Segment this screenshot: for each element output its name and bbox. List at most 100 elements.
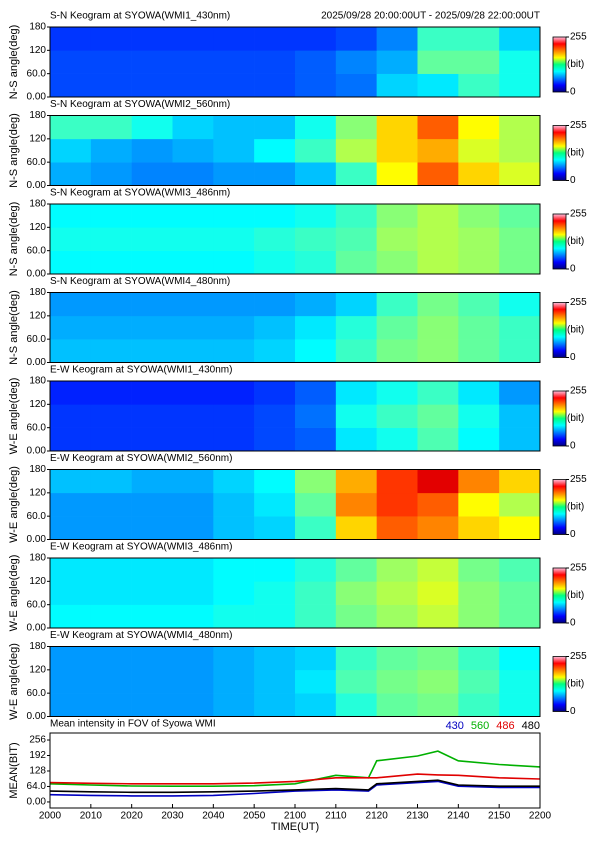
heatmap-cell bbox=[335, 427, 377, 452]
heatmap-cell bbox=[213, 469, 255, 494]
heatmap-cell bbox=[335, 669, 377, 694]
heatmap-cell bbox=[131, 73, 173, 98]
heatmap-cell bbox=[90, 604, 132, 629]
x-tick-label: 2140 bbox=[447, 811, 470, 822]
heatmap-cell bbox=[499, 427, 541, 452]
heatmap-cell bbox=[172, 27, 214, 51]
heatmap-cell bbox=[335, 73, 377, 98]
colorbar-tick-label: 0 bbox=[570, 529, 576, 540]
heatmap-cell bbox=[295, 427, 337, 452]
colorbar-label: (bit) bbox=[567, 59, 584, 70]
heatmap-cell bbox=[213, 339, 255, 363]
heatmap-cell bbox=[172, 162, 214, 186]
heatmap-cell bbox=[458, 162, 500, 186]
panel-frame bbox=[49, 557, 541, 629]
x-tick-label: 2000 bbox=[39, 811, 62, 822]
y-tick-label: 180 bbox=[29, 199, 46, 210]
heatmap-cell bbox=[458, 50, 500, 74]
heatmap-cell bbox=[254, 162, 296, 186]
colorbar-tick-label: 255 bbox=[570, 651, 587, 662]
heatmap-cell bbox=[335, 646, 377, 671]
y-tick-label: 60.0 bbox=[27, 157, 47, 168]
heatmap-cell bbox=[90, 27, 132, 51]
heatmap-cell bbox=[376, 315, 418, 340]
heatmap-cell bbox=[417, 469, 459, 494]
heatmap-cell bbox=[254, 381, 296, 405]
y-tick-label: 60.0 bbox=[27, 334, 47, 345]
chart-title: Mean intensity in FOV of Syowa WMI bbox=[50, 719, 216, 730]
heatmap-cell bbox=[499, 27, 541, 51]
heatmap-cell bbox=[90, 404, 132, 428]
heatmap-cell bbox=[458, 469, 500, 494]
heatmap-cell bbox=[254, 427, 296, 452]
heatmap-cell bbox=[335, 381, 377, 405]
y-tick-label: 120 bbox=[29, 576, 46, 587]
y-tick-label: 0.00 bbox=[27, 711, 47, 722]
heatmap-cell bbox=[335, 604, 377, 629]
heatmap-cell bbox=[50, 669, 92, 694]
heatmap-cell bbox=[417, 693, 459, 717]
colorbar bbox=[552, 302, 567, 358]
heatmap-cell bbox=[254, 492, 296, 517]
colorbar-tick-label: 0 bbox=[570, 441, 576, 452]
y-tick-label: 0.00 bbox=[27, 797, 47, 808]
panel-title: E-W Keogram at SYOWA(WMI2_560nm) bbox=[50, 453, 232, 464]
y-tick-label: 0.00 bbox=[27, 623, 47, 634]
y-tick-label: 120 bbox=[29, 399, 46, 410]
heatmap-cell bbox=[376, 646, 418, 671]
panel-frame bbox=[49, 380, 541, 452]
heatmap-cell bbox=[172, 339, 214, 363]
y-tick-label: 120 bbox=[29, 664, 46, 675]
legend-entry: 480 bbox=[522, 720, 540, 732]
heatmap-cell bbox=[50, 604, 92, 629]
heatmap-cell bbox=[213, 558, 255, 582]
y-axis-label: MEAN(BIT) bbox=[8, 742, 20, 798]
colorbar-tick-label: 0 bbox=[570, 352, 576, 363]
heatmap-cell bbox=[213, 138, 255, 163]
x-tick-label: 2030 bbox=[161, 811, 184, 822]
heatmap-cell bbox=[172, 115, 214, 140]
heatmap-cell bbox=[131, 693, 173, 717]
heatmap-cell bbox=[458, 492, 500, 517]
heatmap-cell bbox=[254, 693, 296, 717]
heatmap-cell bbox=[172, 204, 214, 228]
y-tick-label: 60.0 bbox=[27, 599, 47, 610]
panel-title: E-W Keogram at SYOWA(WMI1_430nm) bbox=[50, 365, 232, 376]
heatmap-cell bbox=[417, 292, 459, 317]
y-tick-label: 0.00 bbox=[27, 180, 47, 191]
heatmap-cell bbox=[499, 50, 541, 74]
heatmap-cell bbox=[50, 427, 92, 452]
heatmap-cell bbox=[213, 381, 255, 405]
heatmap-cell bbox=[131, 581, 173, 605]
colorbar-label: (bit) bbox=[567, 148, 584, 159]
heatmap-cell bbox=[335, 250, 377, 275]
legend-entry: 486 bbox=[496, 720, 514, 732]
heatmap-cell bbox=[50, 204, 92, 228]
heatmap-cell bbox=[213, 73, 255, 98]
heatmap-cell bbox=[499, 315, 541, 340]
heatmap-cell bbox=[376, 138, 418, 163]
heatmap-cell bbox=[50, 339, 92, 363]
heatmap-cell bbox=[254, 115, 296, 140]
heatmap-cell bbox=[499, 669, 541, 694]
y-tick-label: 0.00 bbox=[27, 446, 47, 457]
heatmap-cell bbox=[335, 339, 377, 363]
heatmap-cell bbox=[499, 492, 541, 517]
panel-title: E-W Keogram at SYOWA(WMI4_480nm) bbox=[50, 630, 232, 641]
heatmap-cell bbox=[499, 115, 541, 140]
heatmap-cell bbox=[499, 404, 541, 428]
y-tick-label: 180 bbox=[29, 464, 46, 475]
colorbar bbox=[552, 656, 567, 712]
colorbar-tick-label: 255 bbox=[570, 474, 587, 485]
heatmap-cell bbox=[254, 227, 296, 251]
heatmap-cell bbox=[295, 469, 337, 494]
heatmap-cell bbox=[376, 469, 418, 494]
heatmap-cell bbox=[50, 227, 92, 251]
heatmap-cell bbox=[90, 292, 132, 317]
heatmap-cell bbox=[213, 646, 255, 671]
legend-entry: 560 bbox=[471, 720, 489, 732]
colorbar bbox=[552, 567, 567, 624]
heatmap-cell bbox=[295, 73, 337, 98]
heatmap-cell bbox=[172, 381, 214, 405]
